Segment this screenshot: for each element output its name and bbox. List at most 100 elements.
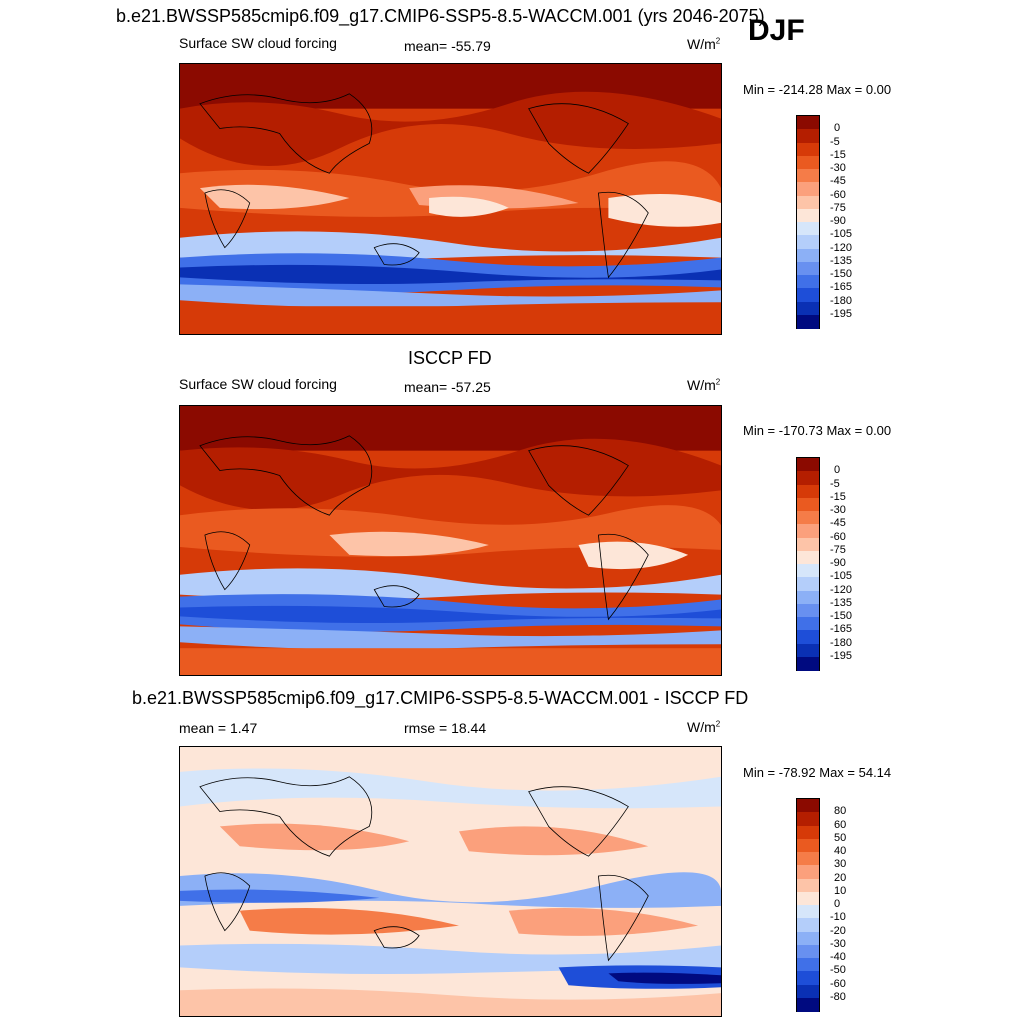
colorbar-tick-label: -135 xyxy=(830,254,853,267)
colorbar-tick-label: -195 xyxy=(830,649,853,662)
colorbar-tick-label: -5 xyxy=(830,477,840,490)
colorbar-swatch xyxy=(797,944,819,959)
colorbar-swatch xyxy=(797,931,819,946)
colorbar-swatch xyxy=(797,288,819,302)
colorbar-swatch xyxy=(797,195,819,210)
colorbar-swatch xyxy=(797,590,819,605)
panel-1-mean-label: mean= -55.79 xyxy=(404,38,491,54)
colorbar-swatch xyxy=(797,838,819,853)
panel-3-mean-label: mean = 1.47 xyxy=(179,720,258,736)
colorbar-swatch xyxy=(797,235,819,249)
panel-2-units: W/m2 xyxy=(687,377,721,393)
colorbar-tick-label: -10 xyxy=(830,911,846,924)
colorbar-tick-label: -75 xyxy=(830,201,846,214)
colorbar-swatch xyxy=(797,971,819,985)
colorbar-swatch xyxy=(797,799,819,813)
colorbar-swatch xyxy=(797,550,819,565)
colorbar-swatch xyxy=(797,617,819,631)
colorbar-tick-label: -90 xyxy=(830,557,846,569)
colorbar-tick-label: -20 xyxy=(830,924,846,937)
colorbar-swatch xyxy=(797,275,819,289)
colorbar-swatch xyxy=(797,314,819,329)
panel-3-minmax: Min = -78.92 Max = 54.14 xyxy=(743,765,892,780)
season-label: DJF xyxy=(748,14,805,47)
colorbar-swatch xyxy=(797,484,819,499)
panel-2-variable-label: Surface SW cloud forcing xyxy=(179,376,337,392)
colorbar-swatch xyxy=(797,643,819,658)
colorbar-swatch xyxy=(797,208,819,223)
panel-2-colorbar xyxy=(796,457,820,671)
panel-2-title: ISCCP FD xyxy=(408,348,492,368)
panel-2-mean-label: mean= -57.25 xyxy=(404,379,491,395)
colorbar-tick-label: 30 xyxy=(834,858,847,871)
colorbar-swatch xyxy=(797,458,819,472)
colorbar-tick-label: 50 xyxy=(834,831,847,844)
colorbar-swatch xyxy=(797,825,819,840)
colorbar-swatch xyxy=(797,537,819,552)
colorbar-tick-label: -150 xyxy=(830,610,853,622)
colorbar-tick-label: -120 xyxy=(830,241,853,254)
colorbar-tick-label: -80 xyxy=(830,990,846,1003)
colorbar-tick-label: -40 xyxy=(830,951,846,963)
colorbar-tick-label: -30 xyxy=(830,937,846,950)
panel-1-colorbar xyxy=(796,115,820,329)
colorbar-swatch xyxy=(797,656,819,671)
colorbar-tick-label: 20 xyxy=(834,871,847,884)
colorbar-tick-label: -45 xyxy=(830,175,846,188)
colorbar-swatch xyxy=(797,905,819,919)
colorbar-tick-label: 0 xyxy=(834,898,841,910)
colorbar-tick-label: 40 xyxy=(834,845,847,857)
colorbar-tick-label: 0 xyxy=(834,122,841,135)
panel-2-map xyxy=(179,405,722,676)
panel-3-map xyxy=(179,746,722,1017)
panel-3-title: b.e21.BWSSP585cmip6.f09_g17.CMIP6-SSP5-8… xyxy=(132,688,749,708)
colorbar-tick-label: -30 xyxy=(830,162,846,174)
colorbar-swatch xyxy=(797,511,819,525)
colorbar-swatch xyxy=(797,865,819,879)
panel-2-minmax: Min = -170.73 Max = 0.00 xyxy=(743,423,892,438)
colorbar-swatch xyxy=(797,812,819,826)
colorbar-tick-label: 60 xyxy=(834,818,847,831)
colorbar-tick-label: -180 xyxy=(830,294,853,307)
colorbar-swatch xyxy=(797,891,819,906)
colorbar-swatch xyxy=(797,182,819,196)
panel-3-colorbar xyxy=(796,798,820,1012)
colorbar-tick-label: -45 xyxy=(830,517,846,530)
colorbar-tick-label: 10 xyxy=(834,884,847,897)
colorbar-swatch xyxy=(797,524,819,538)
colorbar-swatch xyxy=(797,630,819,644)
panel-1-units: W/m2 xyxy=(687,36,721,52)
panel-3-rmse-label: rmse = 18.44 xyxy=(404,720,487,736)
colorbar-swatch xyxy=(797,878,819,893)
colorbar-swatch xyxy=(797,301,819,316)
colorbar-tick-label: -60 xyxy=(830,977,846,990)
colorbar-swatch xyxy=(797,497,819,512)
colorbar-tick-label: -105 xyxy=(830,570,853,583)
colorbar-tick-label: -15 xyxy=(830,490,846,503)
colorbar-tick-label: -195 xyxy=(830,307,853,320)
colorbar-swatch xyxy=(797,564,819,578)
colorbar-tick-label: -15 xyxy=(830,148,846,161)
panel-3-units: W/m2 xyxy=(687,719,721,735)
panel-1-title: b.e21.BWSSP585cmip6.f09_g17.CMIP6-SSP5-8… xyxy=(116,6,765,26)
colorbar-swatch xyxy=(797,958,819,972)
colorbar-swatch xyxy=(797,984,819,999)
colorbar-tick-label: -75 xyxy=(830,543,846,556)
colorbar-swatch xyxy=(797,248,819,263)
colorbar-swatch xyxy=(797,129,819,143)
panel-1-variable-label: Surface SW cloud forcing xyxy=(179,35,337,51)
colorbar-swatch xyxy=(797,577,819,591)
colorbar-swatch xyxy=(797,852,819,866)
colorbar-tick-label: -50 xyxy=(830,964,846,977)
colorbar-tick-label: -150 xyxy=(830,268,853,280)
colorbar-tick-label: -30 xyxy=(830,504,846,516)
colorbar-tick-label: -180 xyxy=(830,636,853,649)
colorbar-swatch xyxy=(797,116,819,130)
colorbar-tick-label: -135 xyxy=(830,596,853,609)
colorbar-swatch xyxy=(797,471,819,485)
colorbar-tick-label: -60 xyxy=(830,530,846,543)
panel-1-minmax: Min = -214.28 Max = 0.00 xyxy=(743,82,892,97)
colorbar-tick-label: -165 xyxy=(830,281,853,294)
colorbar-swatch xyxy=(797,918,819,932)
colorbar-swatch xyxy=(797,142,819,157)
